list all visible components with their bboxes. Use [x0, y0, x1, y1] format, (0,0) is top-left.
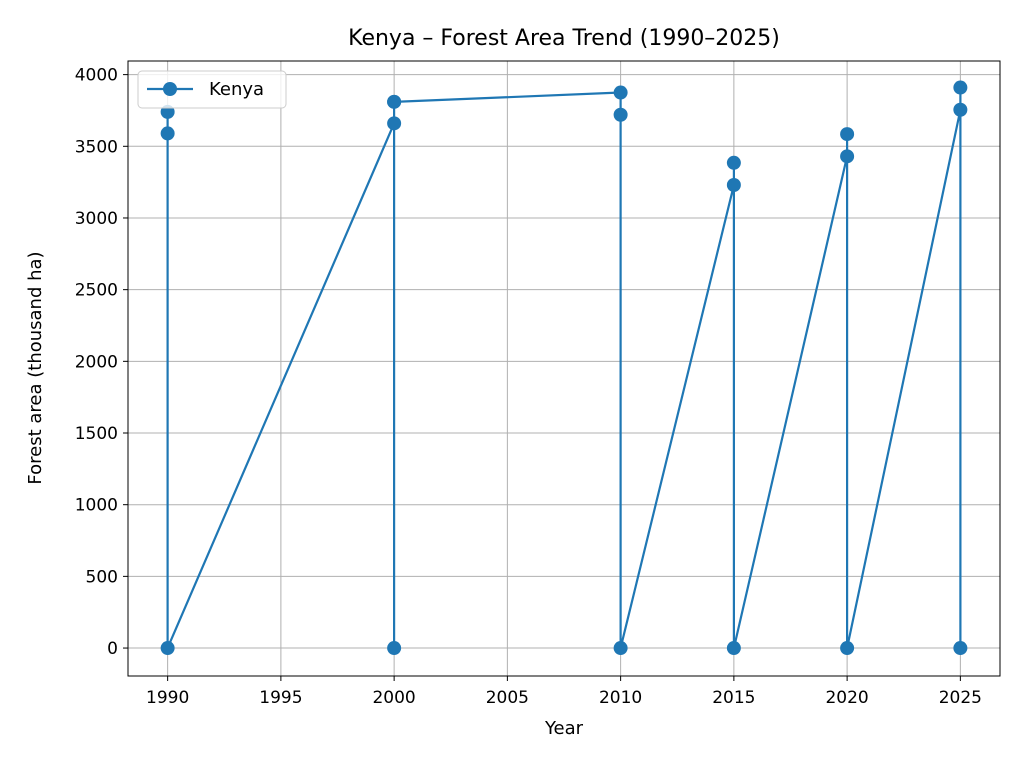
- legend-box: [137, 70, 287, 109]
- y-tick-label: 3000: [75, 209, 118, 229]
- y-tick-label: 1500: [75, 424, 118, 444]
- data-point: [840, 149, 855, 164]
- data-point: [953, 102, 968, 117]
- series-layer: [160, 80, 968, 656]
- x-axis-ticks: 1990 1995 2000 2005 2010 2015 2020 2025: [146, 676, 982, 708]
- plot-frame: [127, 60, 1001, 677]
- x-tick-label: 1995: [259, 688, 302, 708]
- y-tick-label: 1000: [75, 496, 118, 516]
- y-tick-label: 3500: [75, 137, 118, 157]
- data-point: [840, 641, 855, 656]
- x-tick-label: 2020: [825, 688, 868, 708]
- data-point: [726, 641, 741, 656]
- x-tick-label: 2005: [486, 688, 529, 708]
- x-tick-label: 2000: [372, 688, 415, 708]
- x-tick-label: 2010: [599, 688, 642, 708]
- legend-marker-swatch: [163, 82, 177, 96]
- data-point: [726, 155, 741, 170]
- y-tick-label: 2000: [75, 352, 118, 372]
- data-point: [613, 641, 628, 656]
- data-point: [840, 127, 855, 142]
- data-point: [953, 80, 968, 95]
- data-point: [160, 641, 175, 656]
- data-point: [387, 116, 402, 131]
- data-point: [953, 641, 968, 656]
- x-tick-label: 2015: [712, 688, 755, 708]
- data-point: [726, 178, 741, 193]
- x-axis-label: Year: [544, 718, 584, 739]
- y-tick-label: 4000: [75, 66, 118, 86]
- legend: Kenya: [137, 70, 287, 109]
- y-tick-label: 2500: [75, 281, 118, 301]
- data-point: [387, 94, 402, 109]
- data-point: [160, 126, 175, 141]
- x-tick-label: 2025: [939, 688, 982, 708]
- legend-label-kenya: Kenya: [209, 79, 264, 100]
- data-point: [387, 641, 402, 656]
- y-axis-label: Forest area (thousand ha): [25, 251, 46, 484]
- x-tick-label: 1990: [146, 688, 189, 708]
- y-tick-label: 0: [107, 639, 118, 659]
- chart-title: Kenya – Forest Area Trend (1990–2025): [348, 26, 780, 51]
- y-axis-ticks: 0 500 1000 1500 2000 2500 3000 3500 4000: [75, 66, 128, 659]
- y-tick-label: 500: [86, 567, 118, 587]
- data-point: [613, 85, 628, 100]
- data-point: [613, 107, 628, 122]
